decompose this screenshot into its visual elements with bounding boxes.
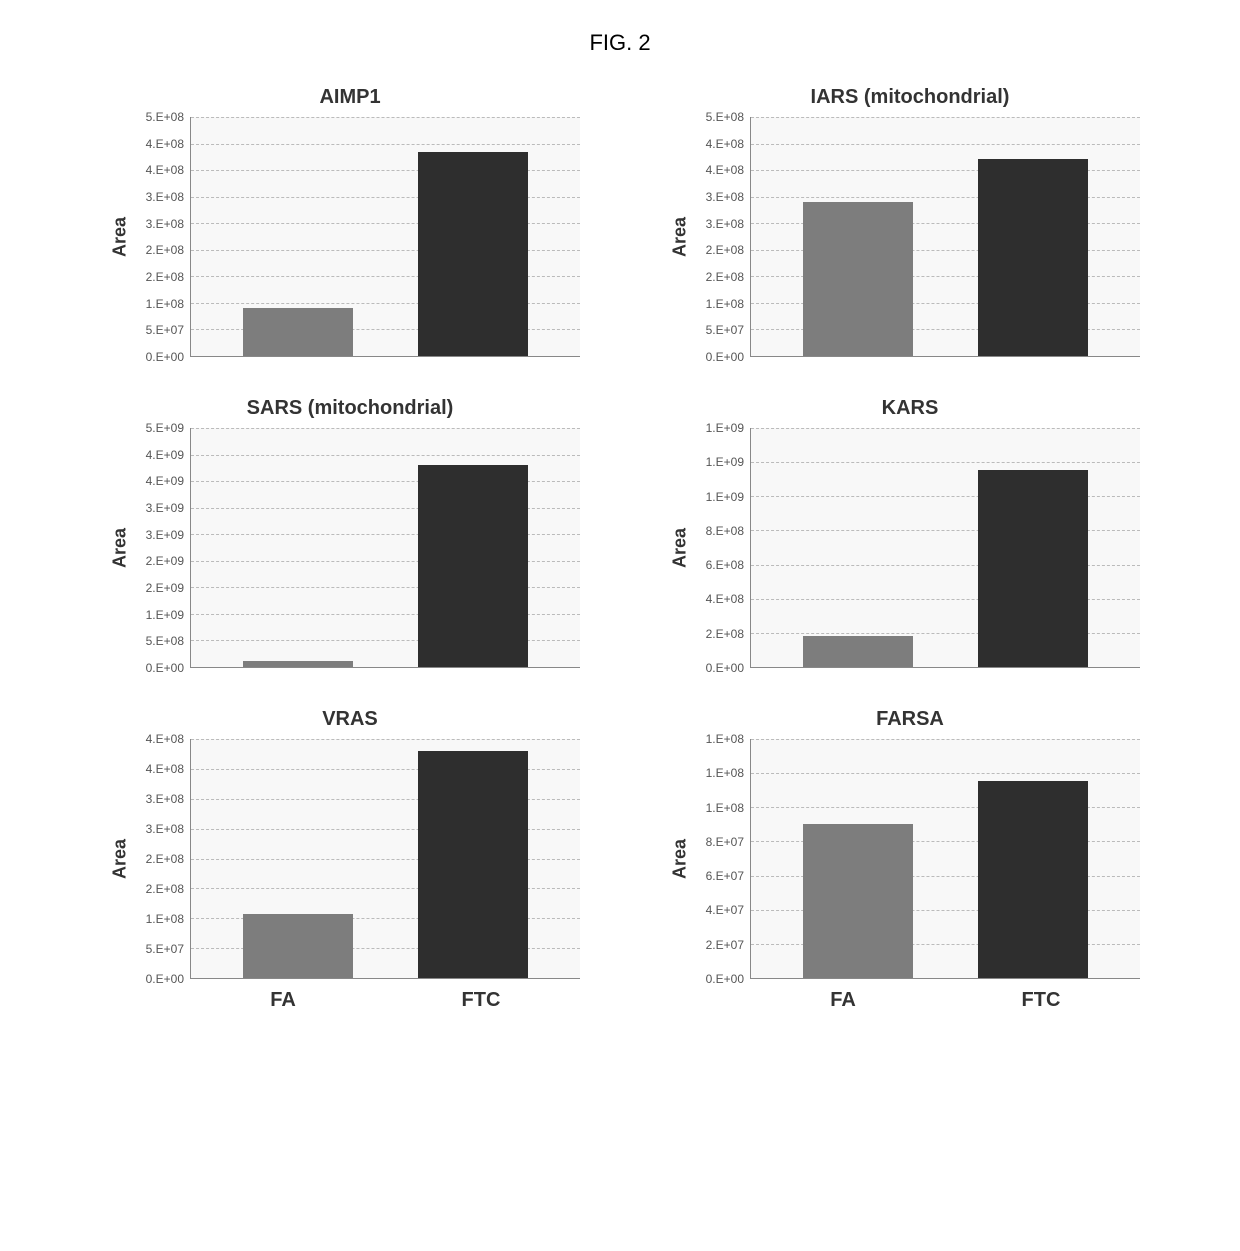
plot-area — [750, 428, 1140, 668]
chart-title: AIMP1 — [319, 86, 380, 109]
plot-area — [190, 117, 580, 357]
y-axis-label: Area — [110, 528, 131, 568]
bar-ftc — [978, 470, 1088, 667]
bars-container — [751, 739, 1140, 978]
x-axis-labels: FA FTC — [724, 989, 1160, 1012]
chart-title: VRAS — [322, 708, 378, 731]
bars-container — [751, 117, 1140, 356]
bar-ftc — [418, 751, 528, 978]
chart-box: Area5.E+084.E+084.E+083.E+083.E+082.E+08… — [120, 117, 580, 357]
bars-container — [191, 739, 580, 978]
bar-ftc — [978, 781, 1088, 978]
y-axis-label: Area — [670, 528, 691, 568]
bar-ftc — [418, 152, 528, 356]
bars-container — [191, 428, 580, 667]
plot-area — [750, 117, 1140, 357]
x-label-ftc: FTC — [426, 989, 536, 1012]
y-axis-label: Area — [670, 217, 691, 257]
bar-fa — [243, 661, 353, 667]
chart-cell: KARS Area1.E+091.E+091.E+098.E+086.E+084.… — [660, 397, 1160, 668]
bar-fa — [803, 636, 913, 667]
chart-cell: AIMP1 Area5.E+084.E+084.E+083.E+083.E+082… — [100, 86, 600, 357]
plot-area — [190, 739, 580, 979]
chart-cell: IARS (mitochondrial) Area5.E+084.E+084.E+… — [660, 86, 1160, 357]
chart-cell: VRAS Area4.E+084.E+083.E+083.E+082.E+082.… — [100, 708, 600, 1012]
x-label-fa: FA — [788, 989, 898, 1012]
chart-cell: FARSA Area1.E+081.E+081.E+088.E+076.E+074… — [660, 708, 1160, 1012]
y-axis-label: Area — [110, 839, 131, 879]
charts-grid: AIMP1 Area5.E+084.E+084.E+083.E+083.E+082… — [0, 86, 1240, 1012]
x-label-fa: FA — [228, 989, 338, 1012]
bar-fa — [243, 914, 353, 978]
chart-box: Area1.E+081.E+081.E+088.E+076.E+074.E+07… — [680, 739, 1140, 979]
chart-box: Area5.E+094.E+094.E+093.E+093.E+092.E+09… — [120, 428, 580, 668]
bars-container — [751, 428, 1140, 667]
bar-fa — [803, 824, 913, 978]
figure-page: FIG. 2 AIMP1 Area5.E+084.E+084.E+083.E+08… — [0, 0, 1240, 1042]
y-axis-label: Area — [670, 839, 691, 879]
chart-box: Area5.E+084.E+084.E+083.E+083.E+082.E+08… — [680, 117, 1140, 357]
chart-box: Area4.E+084.E+083.E+083.E+082.E+082.E+08… — [120, 739, 580, 979]
chart-title: FARSA — [876, 708, 944, 731]
x-axis-labels: FA FTC — [164, 989, 600, 1012]
figure-label: FIG. 2 — [0, 30, 1240, 56]
bars-container — [191, 117, 580, 356]
chart-title: SARS (mitochondrial) — [247, 397, 454, 420]
chart-title: KARS — [882, 397, 939, 420]
chart-cell: SARS (mitochondrial) Area5.E+094.E+094.E+… — [100, 397, 600, 668]
chart-box: Area1.E+091.E+091.E+098.E+086.E+084.E+08… — [680, 428, 1140, 668]
chart-title: IARS (mitochondrial) — [811, 86, 1010, 109]
x-label-ftc: FTC — [986, 989, 1096, 1012]
plot-area — [750, 739, 1140, 979]
bar-ftc — [418, 465, 528, 667]
plot-area — [190, 428, 580, 668]
bar-ftc — [978, 159, 1088, 356]
y-axis-label: Area — [110, 217, 131, 257]
bar-fa — [243, 308, 353, 356]
bar-fa — [803, 202, 913, 356]
